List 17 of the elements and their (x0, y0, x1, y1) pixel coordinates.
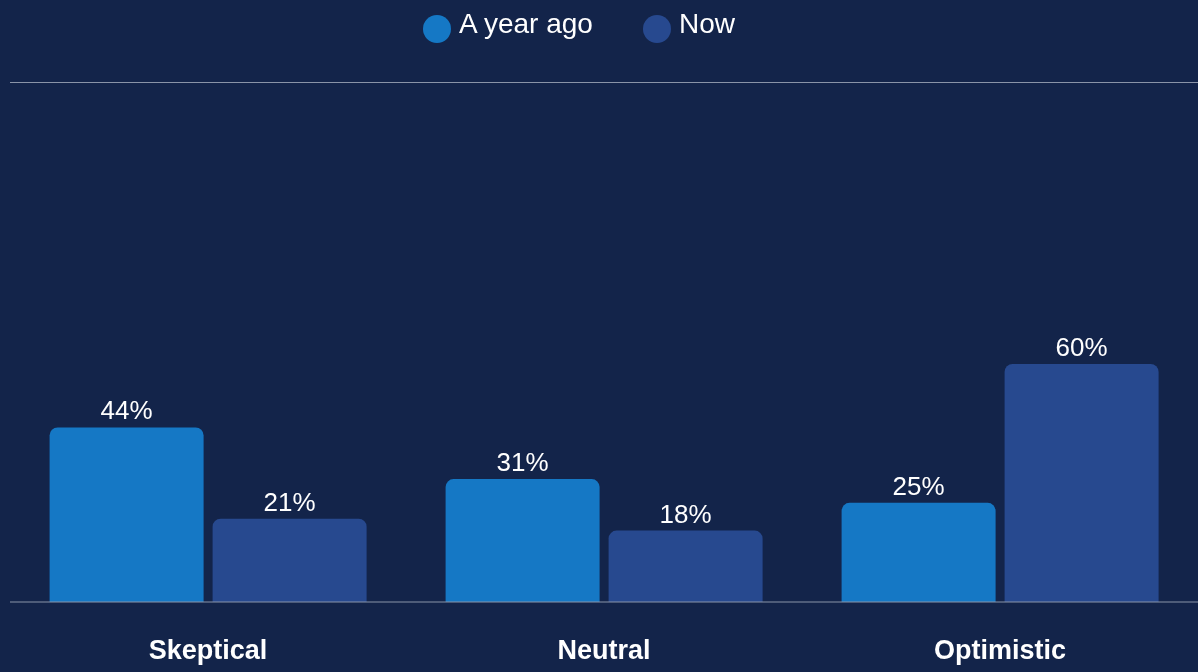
data-label: 60% (1055, 332, 1108, 362)
bar (445, 479, 600, 602)
bar (49, 427, 204, 602)
bar (1004, 364, 1159, 602)
data-label: 25% (892, 470, 945, 501)
bar (212, 518, 367, 602)
bar (841, 502, 996, 602)
x-tick-label: Neutral (557, 635, 651, 666)
bar (608, 530, 763, 602)
x-tick-label: Skeptical (148, 635, 268, 666)
data-label: 18% (659, 498, 712, 529)
x-tick-label: Optimistic (933, 635, 1067, 666)
legend-label: A year ago (459, 8, 593, 39)
legend-label: Now (678, 8, 735, 39)
data-label: 44% (100, 395, 153, 426)
data-label: 21% (263, 486, 316, 517)
data-label: 31% (496, 447, 549, 478)
